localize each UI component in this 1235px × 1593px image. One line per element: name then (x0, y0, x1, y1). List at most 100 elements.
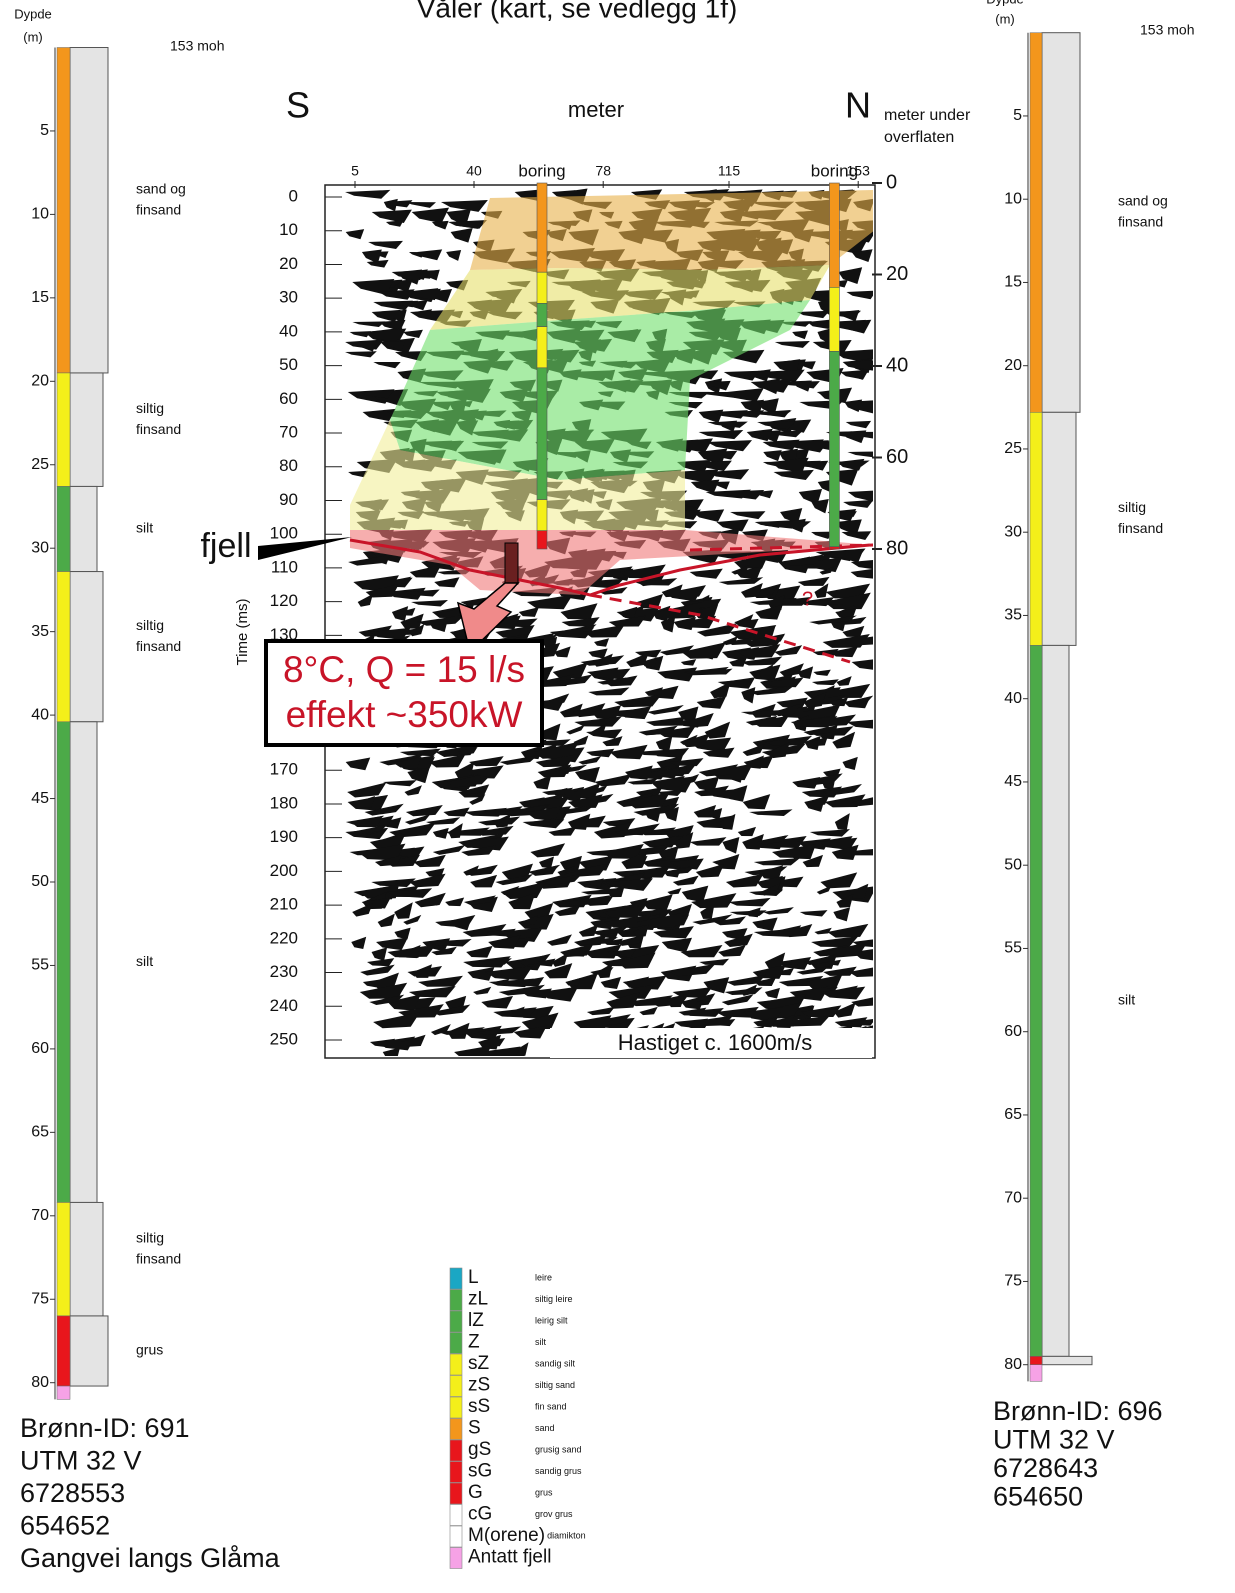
legend-description: diamikton (547, 1530, 586, 1540)
well-info: 6728553 (20, 1478, 125, 1508)
layer-label: finsand (1118, 214, 1163, 230)
legend-code: L (468, 1267, 479, 1288)
figure: Våler (kart, se vedlegg 1f) Dypde(m)153 … (0, 0, 1235, 1593)
lithology-layer (1030, 412, 1042, 645)
depth-tick-label: 45 (31, 790, 49, 807)
layer-label: silt (136, 520, 153, 536)
layer-label: finsand (136, 421, 181, 437)
time-tick-label: 190 (270, 827, 298, 846)
lithology-box (70, 48, 108, 373)
lithology-layer (57, 572, 70, 722)
legend-code: zS (468, 1375, 490, 1396)
elevation: 153 moh (1140, 22, 1194, 38)
depth-tick-label: 20 (31, 373, 49, 390)
legend-swatch (450, 1419, 462, 1440)
depth-tick-label: 50 (31, 873, 49, 890)
layer-label: grus (136, 1342, 163, 1358)
depth-tick-label: 10 (1004, 190, 1022, 207)
time-tick-label: 210 (270, 895, 298, 914)
time-tick-label: 20 (279, 254, 298, 273)
layer-label: silt (1118, 992, 1135, 1008)
layer-label: siltig (136, 1229, 164, 1245)
legend-swatch (450, 1462, 462, 1483)
layer-label: finsand (136, 1250, 181, 1266)
well-info: Brønn-ID: 696 (993, 1396, 1163, 1426)
legend-code: sG (468, 1461, 492, 1482)
well-info: 6728643 (993, 1453, 1098, 1483)
legend-description: grov grus (535, 1509, 573, 1519)
depth-tick-label: 80 (1004, 1356, 1022, 1373)
borehole-layer (537, 500, 547, 531)
time-tick-label: 240 (270, 996, 298, 1015)
lithology-layer (1030, 33, 1042, 413)
well-info: Gangvei langs Glåma (20, 1543, 281, 1573)
legend-swatch (450, 1354, 462, 1375)
depth-tick-label: 15 (31, 289, 49, 306)
depth-tick-label: 60 (1004, 1023, 1022, 1040)
lithology-layer (57, 486, 70, 571)
legend-description: sandig silt (535, 1358, 576, 1368)
well-info: 654650 (993, 1482, 1083, 1512)
depth-tick-label: 60 (31, 1040, 49, 1057)
time-tick-label: 120 (270, 591, 298, 610)
time-tick-label: 90 (279, 490, 298, 509)
time-tick-label: 30 (279, 288, 298, 307)
lithology-layer (57, 1316, 70, 1386)
borehole-layer (829, 351, 839, 546)
well-info: UTM 32 V (993, 1425, 1115, 1455)
heat-well (505, 543, 518, 583)
legend-code: Antatt fjell (468, 1547, 551, 1568)
depth-title: overflaten (884, 129, 954, 146)
layer-label: silt (136, 953, 153, 969)
time-tick-label: 180 (270, 793, 298, 812)
lithology-box (1042, 412, 1076, 645)
lithology-layer (57, 722, 70, 1203)
distance-tick-label: 153 (847, 163, 871, 179)
depth-tick-label: 70 (31, 1207, 49, 1224)
layer-label: finsand (1118, 520, 1163, 536)
time-tick-label: 220 (270, 928, 298, 947)
layer-label: siltig (136, 617, 164, 633)
legend-swatch (450, 1311, 462, 1332)
legend-code: S (468, 1418, 481, 1439)
depth-tick-label: 5 (40, 122, 49, 139)
layer-label: finsand (136, 638, 181, 654)
legend-description: leirig silt (535, 1315, 568, 1325)
bedrock-label: fjell (200, 527, 251, 565)
well-info: 654652 (20, 1511, 110, 1541)
time-tick-label: 70 (279, 423, 298, 442)
lithology-box (70, 486, 97, 571)
legend-code: zL (468, 1289, 488, 1310)
lithology-box (1042, 33, 1080, 413)
depth-tick-label: 70 (1004, 1189, 1022, 1206)
layer-label: sand og (136, 180, 186, 196)
layer-label: sand og (1118, 193, 1168, 209)
legend-code: cG (468, 1504, 492, 1525)
legend-swatch (450, 1440, 462, 1461)
unit-overlay (470, 190, 875, 270)
direction-north: N (845, 85, 871, 126)
lithology-box (70, 722, 97, 1203)
layer-label: finsand (136, 201, 181, 217)
lithology-layer (1030, 645, 1042, 1356)
callout-text: effekt ~350kW (286, 694, 523, 735)
borehole-layer (829, 547, 839, 549)
depth-tick-label: 40 (1004, 690, 1022, 707)
velocity-note: Hastiget c. 1600m/s (618, 1030, 812, 1055)
depth-tick-label: 5 (1013, 107, 1022, 124)
legend-code: M(orene) (468, 1525, 545, 1546)
layer-label: siltig (136, 400, 164, 416)
depth-tick-label: 35 (31, 623, 49, 640)
time-tick-label: 250 (270, 1029, 298, 1048)
depth-tick-label: 35 (1004, 607, 1022, 624)
legend-code: G (468, 1482, 483, 1503)
legend-description: siltig leire (535, 1294, 573, 1304)
depth-unit: (m) (23, 29, 43, 44)
time-tick-label: 10 (279, 220, 298, 239)
legend-code: sS (468, 1396, 490, 1417)
time-tick-label: 100 (270, 524, 298, 543)
time-tick-label: 40 (279, 321, 298, 340)
borehole-layer (537, 303, 547, 326)
legend-code: Z (468, 1332, 480, 1353)
depth-tick-label: 30 (31, 539, 49, 556)
